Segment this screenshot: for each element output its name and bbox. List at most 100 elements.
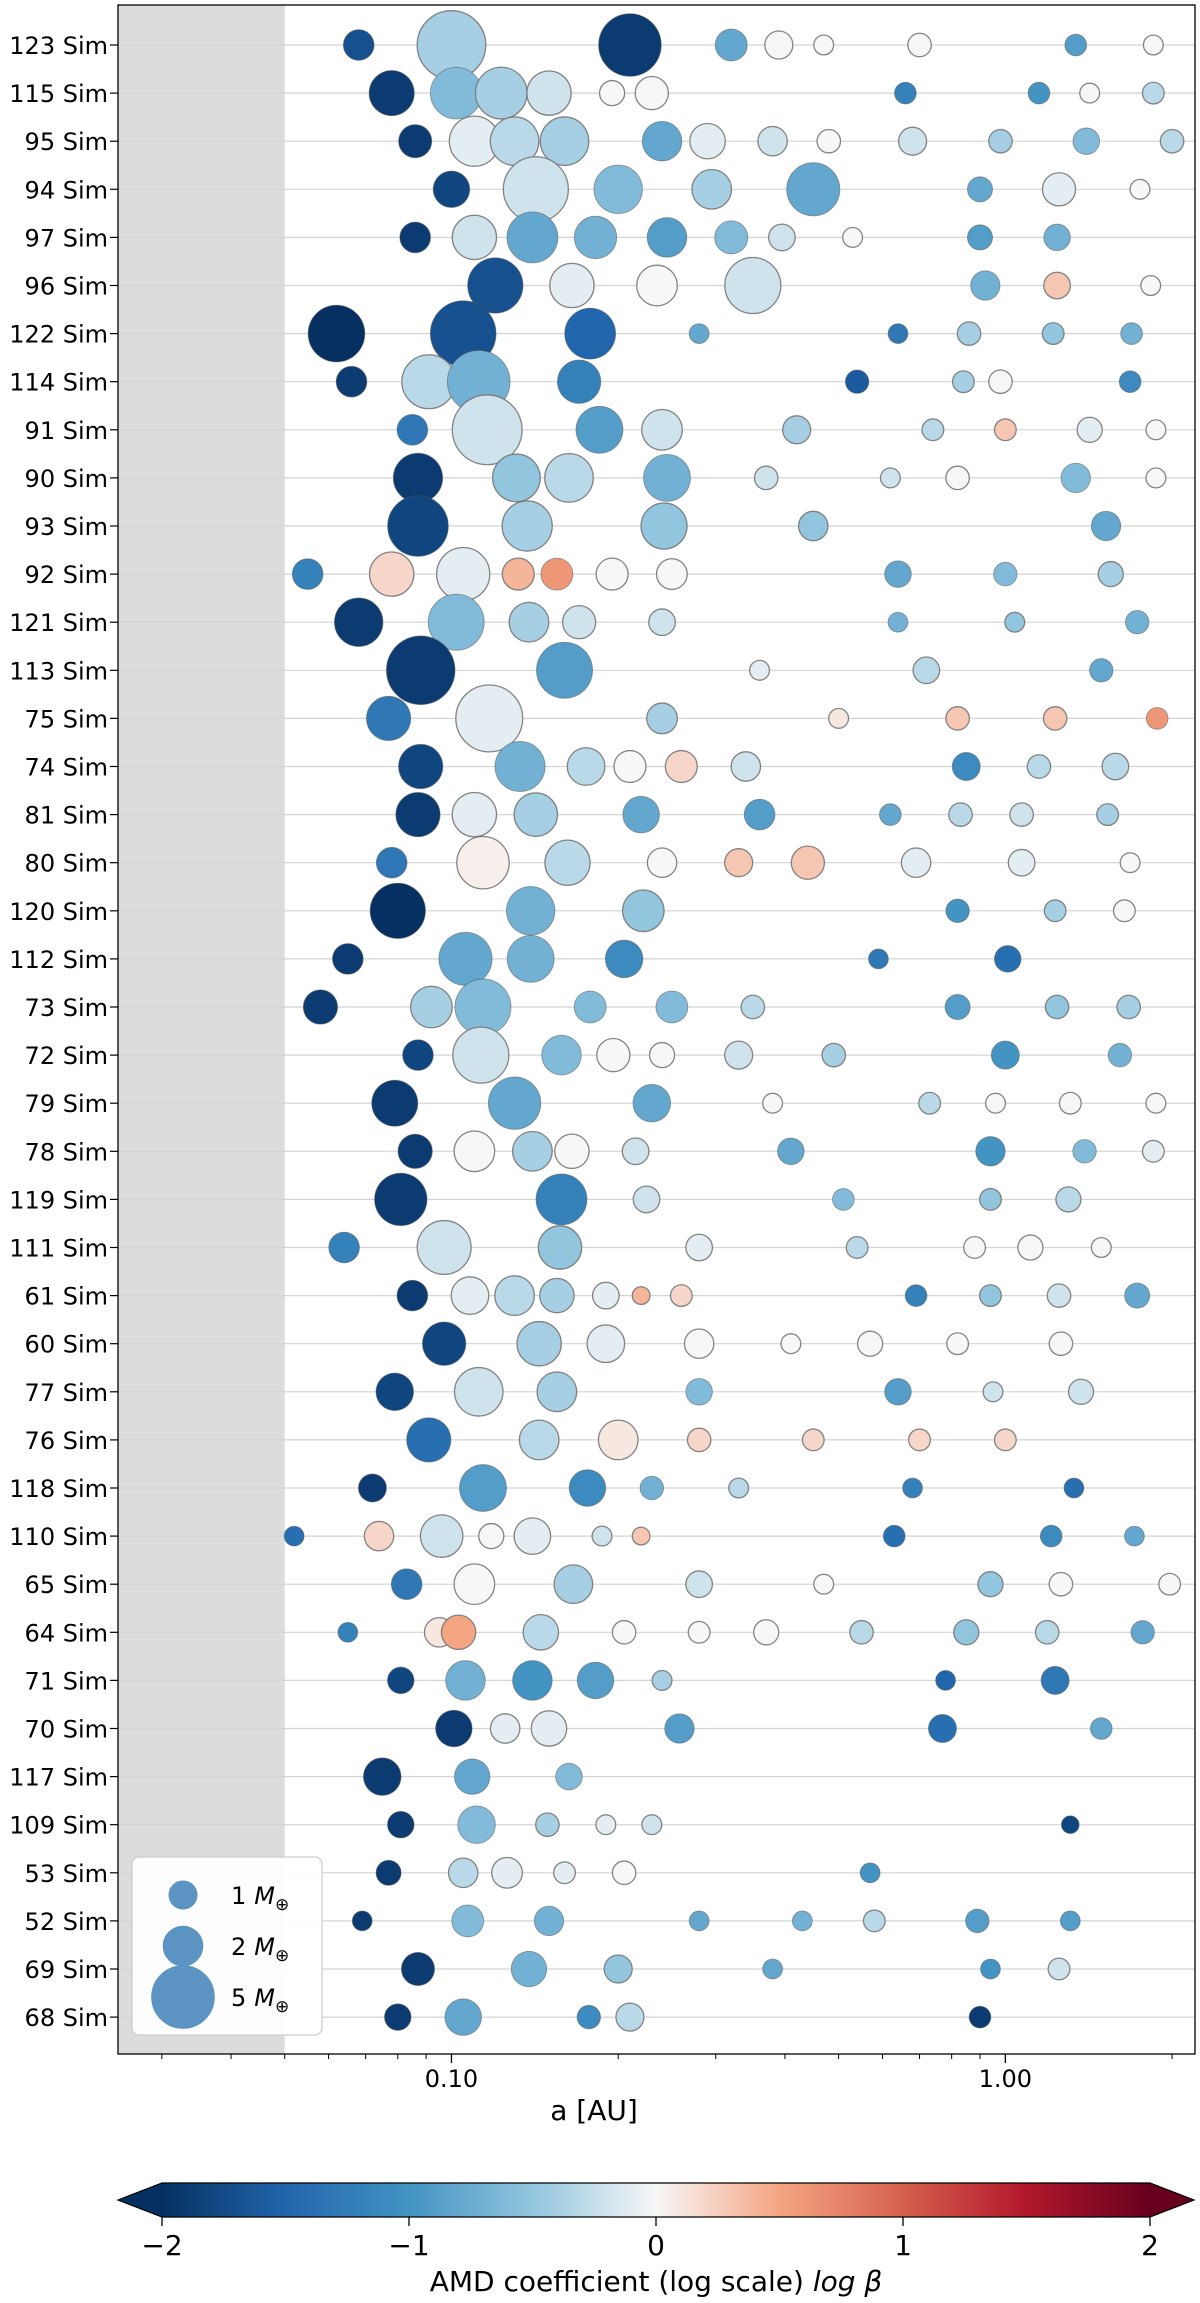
- planet-marker: [1064, 33, 1088, 57]
- planet-marker: [777, 1137, 805, 1166]
- planet-marker: [366, 695, 412, 741]
- planet-marker: [1129, 178, 1151, 200]
- planet-marker: [333, 597, 384, 647]
- planet-marker: [489, 1713, 521, 1744]
- colorbar-extend-high: [1150, 2183, 1194, 2217]
- planet-marker: [549, 262, 595, 309]
- planet-marker: [928, 1714, 957, 1743]
- planet-marker: [714, 220, 749, 255]
- x-tick-label: 1.00: [979, 2065, 1032, 2093]
- planet-marker: [636, 264, 678, 307]
- planet-marker: [368, 551, 415, 597]
- planet-marker: [553, 1564, 594, 1605]
- planet-marker: [506, 211, 559, 264]
- planet-marker: [396, 414, 429, 446]
- row-label: 74 Sim: [25, 754, 108, 782]
- planet-marker: [963, 1236, 987, 1259]
- planet-marker: [982, 1381, 1004, 1403]
- planet-marker: [1158, 1572, 1182, 1596]
- planet-marker: [687, 1620, 711, 1644]
- planet-marker: [849, 1619, 874, 1645]
- planet-marker: [944, 994, 971, 1020]
- planet-marker: [447, 1857, 479, 1889]
- planet-marker: [1124, 1525, 1145, 1547]
- planet-marker: [786, 162, 841, 217]
- planet-marker: [669, 1284, 693, 1308]
- planet-marker: [791, 1910, 813, 1932]
- planet-marker: [897, 126, 928, 156]
- planet-marker: [688, 323, 710, 344]
- planet-marker: [541, 1034, 582, 1076]
- planet-marker: [535, 1812, 560, 1838]
- planet-marker: [1044, 994, 1070, 1020]
- planet-marker: [664, 749, 698, 784]
- planet-marker: [767, 223, 796, 252]
- row-label: 97 Sim: [25, 224, 108, 252]
- planet-marker: [685, 1570, 714, 1599]
- planet-marker: [505, 886, 556, 936]
- planet-marker: [622, 795, 660, 834]
- planet-marker: [597, 1419, 639, 1461]
- planet-marker: [535, 1173, 588, 1226]
- planet-marker: [419, 1514, 464, 1558]
- planet-marker: [1034, 1619, 1060, 1645]
- colorbar-tick-label: −2: [141, 2229, 182, 2262]
- planet-marker: [451, 214, 498, 261]
- planet-marker: [1007, 848, 1036, 877]
- planet-marker: [1096, 803, 1120, 827]
- row-label: 71 Sim: [25, 1667, 108, 1695]
- row-label: 110 Sim: [9, 1523, 108, 1551]
- planet-marker: [385, 635, 456, 706]
- planet-marker: [945, 898, 970, 923]
- planet-marker: [595, 1814, 617, 1836]
- planet-marker: [459, 1464, 507, 1512]
- planet-marker: [474, 66, 528, 120]
- planet-marker: [435, 546, 491, 602]
- planet-marker: [945, 706, 970, 731]
- planet-marker: [1040, 1665, 1070, 1695]
- planet-marker: [573, 215, 618, 260]
- planet-marker: [782, 415, 812, 445]
- planet-marker: [621, 1137, 650, 1166]
- planet-marker: [357, 1473, 387, 1503]
- planet-marker: [749, 659, 771, 681]
- planet-marker: [375, 1859, 402, 1886]
- planet-marker: [988, 128, 1013, 154]
- planet-marker: [879, 803, 902, 826]
- planet-marker: [374, 1172, 428, 1227]
- planet-marker: [859, 1862, 881, 1884]
- planet-marker: [501, 500, 553, 552]
- row-label: 77 Sim: [25, 1379, 108, 1407]
- row-label: 109 Sim: [9, 1812, 108, 1840]
- planet-marker: [1004, 611, 1026, 633]
- planet-marker: [1048, 1331, 1074, 1357]
- row-label: 115 Sim: [9, 80, 108, 108]
- planet-marker: [1041, 322, 1065, 346]
- planet-marker: [494, 741, 546, 792]
- planet-marker: [371, 1079, 419, 1127]
- colorbar-tick-label: −1: [388, 2229, 429, 2262]
- planet-marker: [438, 931, 493, 986]
- row-label: 79 Sim: [25, 1090, 108, 1118]
- planet-marker: [993, 418, 1017, 442]
- planet-markers: [283, 10, 1185, 2036]
- x-axis-ticks: [161, 2054, 1173, 2063]
- legend-marker-2: [162, 1925, 204, 1967]
- planet-marker: [646, 847, 678, 879]
- planet-marker: [691, 168, 733, 210]
- planet-marker: [453, 1563, 496, 1606]
- planet-marker: [518, 1419, 560, 1461]
- planet-marker: [1067, 1378, 1095, 1405]
- planet-marker: [828, 707, 850, 729]
- planet-marker: [907, 32, 932, 58]
- row-label: 73 Sim: [25, 994, 108, 1022]
- planet-marker: [536, 1371, 578, 1413]
- row-label: 113 Sim: [9, 657, 108, 685]
- planet-marker: [951, 752, 981, 781]
- colorbar-gradient: [162, 2183, 1150, 2217]
- planet-marker: [512, 1660, 553, 1701]
- planet-marker: [478, 1522, 505, 1550]
- planet-marker: [1047, 1957, 1071, 1981]
- planet-marker: [451, 1904, 485, 1938]
- planet-marker: [968, 2005, 992, 2029]
